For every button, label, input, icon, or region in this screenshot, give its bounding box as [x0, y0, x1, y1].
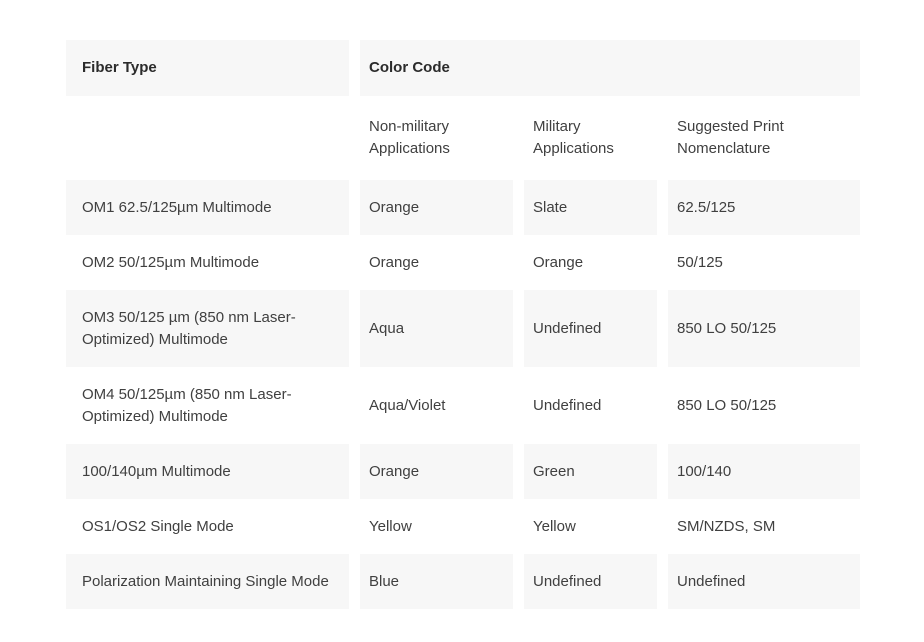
table-row: OM4 50/125µm (850 nm Laser-Optimized) Mu… — [66, 367, 860, 444]
column-header-color-code: Color Code — [349, 40, 861, 96]
column-header-fiber-type: Fiber Type — [66, 40, 349, 96]
fiber-type-cell: OM4 50/125µm (850 nm Laser-Optimized) Mu… — [82, 385, 292, 425]
print-nomenclature-cell: 850 LO 50/125 — [657, 290, 861, 367]
military-cell: Undefined — [513, 290, 657, 367]
fiber-type-cell: 100/140µm Multimode — [66, 444, 349, 499]
table-header-row: Fiber Type Color Code — [66, 40, 861, 96]
military-cell: Green — [513, 444, 657, 499]
table-row: 100/140µm Multimode Orange Green 100/140 — [66, 444, 861, 499]
military-cell: Undefined — [513, 554, 657, 609]
table-subheader-row: Non-military Applications Military Appli… — [66, 96, 860, 180]
table-row: OS1/OS2 Single Mode Yellow Yellow SM/NZD… — [66, 499, 860, 554]
military-cell: Yellow — [513, 499, 657, 554]
table-row: OM2 50/125µm Multimode Orange Orange 50/… — [66, 235, 860, 290]
non-military-cell: Orange — [349, 444, 513, 499]
subheader-military: Military Applications — [513, 96, 657, 180]
fiber-color-code-table: Fiber Type Color Code Non-military Appli… — [66, 40, 861, 609]
print-nomenclature-cell: Undefined — [657, 554, 861, 609]
non-military-cell: Blue — [349, 554, 513, 609]
non-military-cell: Orange — [349, 180, 513, 235]
fiber-type-cell: Polarization Maintaining Single Mode — [66, 554, 349, 609]
fiber-type-cell: OM3 50/125 µm (850 nm Laser-Optimized) M… — [66, 290, 349, 367]
military-cell: Orange — [513, 235, 657, 290]
fiber-type-cell: OM2 50/125µm Multimode — [82, 253, 260, 271]
print-nomenclature-cell: 100/140 — [657, 444, 861, 499]
fiber-type-cell: OS1/OS2 Single Mode — [82, 517, 234, 535]
print-nomenclature-cell: 50/125 — [657, 235, 860, 290]
subheader-non-military: Non-military Applications — [349, 96, 513, 180]
fiber-type-cell: OM1 62.5/125µm Multimode — [66, 180, 349, 235]
non-military-cell: Aqua — [349, 290, 513, 367]
table-row: OM1 62.5/125µm Multimode Orange Slate 62… — [66, 180, 861, 235]
non-military-cell: Yellow — [349, 499, 513, 554]
non-military-cell: Aqua/Violet — [349, 367, 513, 444]
subheader-print-nomenclature: Suggested Print Nomenclature — [657, 96, 860, 180]
non-military-cell: Orange — [349, 235, 513, 290]
print-nomenclature-cell: SM/NZDS, SM — [657, 499, 860, 554]
subheader-empty-cell — [66, 96, 349, 180]
military-cell: Undefined — [513, 367, 657, 444]
military-cell: Slate — [513, 180, 657, 235]
table-row: Polarization Maintaining Single Mode Blu… — [66, 554, 861, 609]
print-nomenclature-cell: 850 LO 50/125 — [657, 367, 860, 444]
table-row: OM3 50/125 µm (850 nm Laser-Optimized) M… — [66, 290, 861, 367]
print-nomenclature-cell: 62.5/125 — [657, 180, 861, 235]
